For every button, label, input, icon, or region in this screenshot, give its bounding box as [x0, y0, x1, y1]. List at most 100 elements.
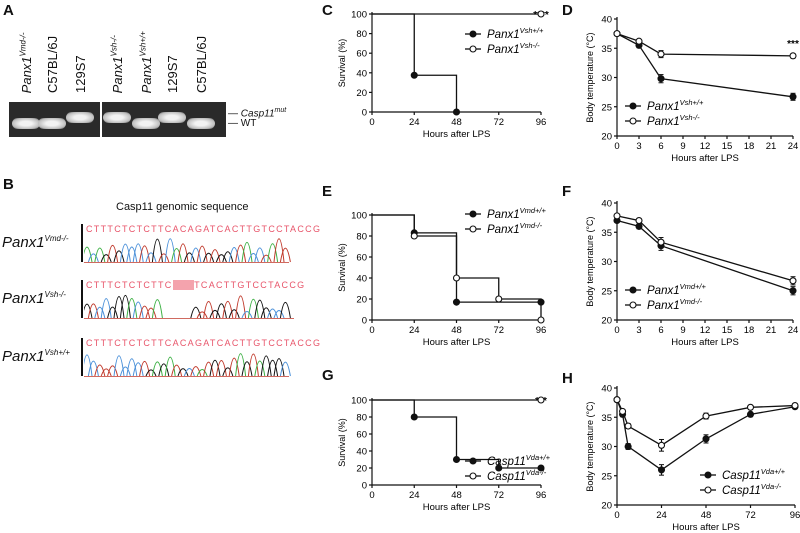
trace-peak	[132, 362, 144, 377]
legend-label: Panx1Vmd-/-	[647, 297, 703, 312]
sequence-part: CTTTCTCTCTTC	[86, 280, 173, 290]
trace-peak	[209, 359, 221, 377]
trace-peak	[126, 358, 138, 377]
trace-peak	[158, 253, 170, 263]
legend-label: Panx1Vsh-/-	[487, 41, 540, 56]
y-tick-label: 60	[356, 430, 367, 441]
trace-peak	[203, 252, 215, 263]
y-tick-label: 35	[601, 44, 612, 55]
trace-peak	[171, 364, 183, 377]
legend-sup: Vda-/-	[526, 468, 547, 477]
legend-marker	[629, 286, 637, 294]
trace-peak	[260, 254, 272, 263]
y-tick-label: 25	[601, 471, 612, 482]
trace-peak	[215, 303, 227, 319]
trace-peak	[247, 253, 259, 263]
x-tick-label: 72	[493, 117, 504, 128]
genotype-label: Panx1Vsh-/-	[2, 290, 66, 307]
genotype-text: Panx1	[2, 290, 45, 307]
gel-band	[38, 118, 66, 129]
trace-peak	[94, 247, 106, 263]
trace-peak	[151, 238, 163, 263]
trace-peak	[100, 298, 112, 319]
gel-band	[187, 118, 215, 129]
legend-sup: Vsh-/-	[520, 41, 541, 50]
trace-peak	[241, 361, 253, 377]
sequence-text: CTTTCTCTCTTCACAGATCACTTGTCCTACCG	[86, 224, 321, 234]
trace-peak	[126, 246, 138, 263]
x-tick-label: 96	[790, 510, 800, 521]
marker-wt: — WT	[228, 118, 257, 129]
x-tick-label: 0	[369, 325, 374, 336]
data-point	[613, 30, 621, 38]
data-point	[635, 217, 643, 225]
trace-peak	[235, 295, 247, 319]
legend-marker	[629, 301, 637, 309]
gel-band	[103, 112, 131, 123]
data-point	[702, 435, 710, 443]
significance-annotation: ***	[787, 39, 799, 50]
data-point	[624, 422, 632, 430]
marker-text: Casp11	[240, 108, 275, 120]
trace-peak	[94, 364, 106, 377]
y-tick-label: 30	[601, 257, 612, 268]
data-point	[791, 401, 799, 410]
series-knockout: Panx1Vsh-/-	[372, 10, 545, 56]
data-point	[537, 316, 545, 324]
trace-peak	[196, 311, 208, 319]
y-tick-label: 30	[601, 73, 612, 84]
genotype-text: Panx1	[2, 348, 45, 365]
y-tick-label: 100	[351, 211, 367, 222]
sequence-text: CTTTCTCTCTTC-----TCACTTGTCCTACCG	[86, 280, 305, 290]
x-tick-label: 12	[700, 325, 711, 336]
chart-e: 0 24 48 72 96 0 20 40 60 80 100 Hours after LPS Surv…	[337, 206, 546, 348]
trace-peak	[164, 356, 176, 377]
legend-marker	[469, 472, 477, 480]
data-point	[624, 442, 632, 451]
y-tick-label: 40	[356, 274, 367, 285]
legend-sup: Vmd-/-	[680, 297, 703, 306]
trace-peak	[228, 357, 240, 377]
legend-label: Panx1Vsh+/+	[487, 26, 544, 41]
genotype-text: Panx1	[2, 234, 45, 251]
chart-f: 0 3 6 9 12 15 18 21 24 20 25 30 35 40 Hours after LPS B…	[585, 199, 798, 349]
trace-peak	[177, 243, 189, 263]
x-tick-label: 24	[409, 325, 420, 336]
trace-peak	[215, 359, 227, 377]
y-tick-label: 100	[351, 10, 367, 21]
legend-label: Panx1Vmd-/-	[487, 221, 543, 236]
panel-label-d: D	[562, 2, 573, 19]
trace-peak	[119, 243, 131, 263]
y-axis-label: Survival (%)	[337, 243, 347, 292]
trace-peak	[254, 360, 266, 377]
data-point	[702, 412, 710, 420]
sequence-part: CTTTCTCTCTTCACAGATCACTTGTCCTACCG	[86, 224, 322, 234]
trace-peak	[196, 368, 208, 377]
x-tick-label: 12	[700, 141, 711, 152]
legend-marker	[704, 486, 712, 494]
data-point	[657, 75, 665, 83]
x-tick-label: 72	[745, 510, 756, 521]
legend-name: Panx1	[487, 29, 520, 41]
x-tick-label: 0	[614, 141, 619, 152]
trace-peak	[107, 365, 119, 377]
genotype-sup: Vsh-/-	[44, 290, 66, 299]
x-tick-label: 21	[766, 141, 777, 152]
y-axis-label: Body temperature (°C)	[585, 216, 595, 306]
gel-band	[66, 112, 94, 123]
y-axis-label: Survival (%)	[337, 39, 347, 88]
x-tick-label: 21	[766, 325, 777, 336]
legend-sup: Vmd+/+	[520, 206, 547, 215]
x-tick-label: 18	[744, 141, 755, 152]
genotype-label: Panx1Vmd-/-	[2, 234, 69, 251]
trace-peak	[119, 366, 131, 377]
x-tick-label: 18	[744, 325, 755, 336]
trace-peak	[119, 295, 131, 319]
x-tick-label: 24	[788, 325, 799, 336]
series-line	[616, 33, 794, 57]
trace-peak	[171, 247, 183, 263]
legend-name: Panx1	[487, 209, 520, 221]
panel-label-b: B	[3, 176, 14, 193]
y-tick-label: 80	[356, 413, 367, 424]
